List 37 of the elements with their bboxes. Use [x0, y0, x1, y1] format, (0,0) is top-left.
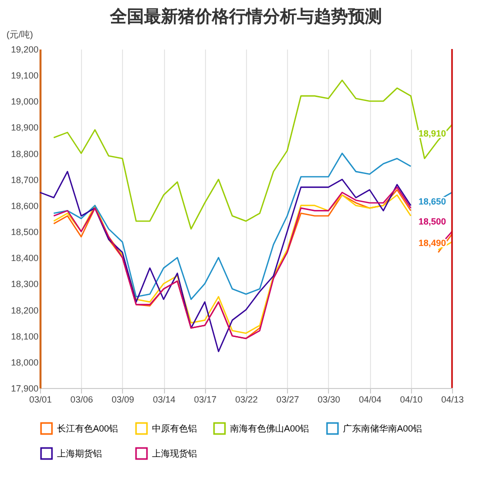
x-tick-label: 04/10	[400, 394, 423, 404]
y-tick-label: 18,900	[10, 122, 38, 133]
y-tick-label: 18,200	[10, 305, 38, 316]
legend-label: 南海有色佛山A00铝	[230, 424, 310, 434]
data-label: 18,500	[418, 216, 446, 227]
x-tick-label: 04/13	[441, 394, 464, 404]
y-tick-label: 18,600	[10, 200, 38, 211]
y-tick-label: 18,000	[10, 357, 38, 368]
y-tick-label: 18,500	[10, 227, 38, 238]
x-tick-label: 03/09	[112, 394, 134, 404]
legend-label: 长江有色A00铝	[57, 424, 118, 434]
x-tick-label: 03/22	[235, 394, 258, 404]
chart-title: 全国最新猪价格行情分析与趋势预测	[109, 7, 382, 26]
x-tick-label: 03/17	[194, 394, 217, 404]
y-tick-label: 18,300	[10, 279, 38, 290]
x-tick-label: 03/30	[318, 394, 340, 404]
line-series	[53, 80, 453, 230]
y-axis-title: (元/吨)	[6, 30, 33, 40]
x-tick-label: 03/01	[29, 394, 52, 404]
y-tick-label: 17,900	[10, 384, 38, 394]
y-tick-label: 19,100	[10, 70, 38, 81]
legend-label: 上海期货铝	[57, 448, 102, 458]
x-tick-label: 03/06	[70, 394, 93, 404]
x-tick-label: 04/04	[358, 394, 382, 404]
x-tick-label: 03/27	[276, 394, 299, 404]
y-tick-label: 18,100	[10, 331, 38, 342]
y-tick-label: 18,400	[10, 253, 38, 264]
data-label: 18,650	[418, 196, 446, 206]
y-tick-label: 18,800	[10, 148, 38, 159]
legend-label: 上海现货铝	[152, 448, 197, 458]
y-tick-label: 19,000	[10, 96, 38, 107]
legend-label: 广东南储华南A00铝	[343, 424, 422, 434]
y-tick-label: 19,200	[10, 44, 38, 54]
y-tick-label: 18,700	[10, 174, 38, 185]
legend-label: 中原有色铝	[152, 424, 197, 434]
x-tick-label: 03/14	[152, 394, 176, 404]
line-series	[39, 170, 412, 352]
